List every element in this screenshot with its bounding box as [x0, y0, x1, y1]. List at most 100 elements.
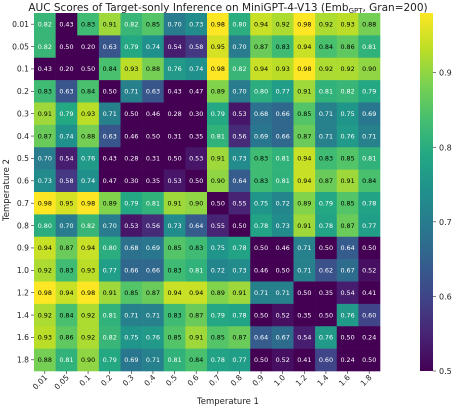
heatmap-cell	[163, 326, 186, 349]
x-axis-ticks: 0.01 0.05 0.1 0.2 0.3 0.4 0.5 0.6 0.7 0.8 0.9 1.0 1.…	[31, 371, 374, 391]
heatmap-cell	[77, 348, 100, 372]
heatmap-cell	[98, 35, 121, 59]
heatmap-cell	[98, 169, 121, 193]
heatmap-cell	[207, 281, 229, 305]
heatmap-cell	[120, 214, 143, 238]
heatmap-cell	[163, 281, 186, 305]
heatmap-cell-label: 0.46	[276, 244, 290, 252]
heatmap-cell	[98, 348, 121, 372]
heatmap-cell	[55, 35, 78, 59]
heatmap-cell-label: 0.91	[297, 222, 311, 230]
heatmap-cell-label: 0.90	[81, 356, 95, 364]
heatmap-cell-label: 0.87	[319, 177, 333, 185]
x-tick-label: 0.7	[207, 373, 222, 388]
heatmap-cell	[336, 281, 359, 305]
heatmap-cell	[77, 57, 100, 81]
heatmap-cell-label: 0.50	[254, 311, 268, 319]
heatmap-cell-label: 0.92	[319, 65, 333, 73]
heatmap-cell	[315, 326, 338, 349]
heatmap-cell-label: 0.53	[232, 110, 246, 118]
heatmap-cell	[228, 80, 251, 103]
heatmap-cell-label: 0.83	[189, 244, 203, 252]
heatmap-cell-label: 0.81	[189, 267, 203, 275]
y-tick-label: 1.4	[17, 311, 29, 320]
heatmap-cell-label: 0.87	[59, 244, 73, 252]
colorbar-tick-label: 0.9	[439, 69, 452, 78]
x-tick-label: 0.4	[142, 373, 157, 388]
heatmap-cell	[336, 57, 359, 81]
heatmap-cell-label: 0.82	[103, 334, 117, 342]
heatmap-cell	[185, 102, 208, 126]
heatmap-cell-label: 0.94	[254, 20, 268, 28]
heatmap-cell	[336, 303, 359, 327]
heatmap-cell-label: 0.88	[81, 132, 95, 140]
heatmap-cell	[228, 348, 251, 372]
heatmap-cell	[336, 124, 359, 148]
heatmap-cell	[358, 35, 381, 59]
heatmap-cell-label: 0.87	[254, 43, 268, 51]
heatmap-cell	[315, 13, 338, 36]
heatmap-cell-label: 0.52	[276, 311, 290, 319]
heatmap-cell-label: 0.82	[38, 20, 52, 28]
heatmap-cell	[77, 80, 100, 103]
heatmap-cell	[77, 236, 100, 260]
heatmap-cell-label: 0.98	[38, 289, 52, 297]
heatmap-cell-label: 0.84	[59, 311, 73, 319]
heatmap-cell	[77, 214, 100, 238]
heatmap-cell-label: 0.31	[167, 132, 181, 140]
heatmap-cell-label: 0.77	[276, 88, 290, 96]
heatmap-cell-label: 0.81	[362, 155, 376, 163]
heatmap-cell	[250, 214, 273, 238]
heatmap-cell-label: 0.85	[167, 244, 181, 252]
heatmap-cell-label: 0.94	[254, 65, 268, 73]
heatmap-cell	[271, 259, 294, 282]
heatmap-cell	[120, 236, 143, 260]
heatmap-cell	[142, 80, 165, 103]
heatmap-cell	[358, 326, 381, 349]
heatmap-cell-label: 0.79	[124, 199, 138, 207]
heatmap-cell	[358, 303, 381, 327]
heatmap-cell	[142, 192, 165, 215]
heatmap-cell	[142, 102, 165, 126]
heatmap-cell-label: 0.73	[189, 20, 203, 28]
heatmap-cell-label: 0.83	[276, 43, 290, 51]
heatmap-cell	[293, 13, 316, 36]
heatmap-cell	[120, 348, 143, 372]
heatmap-cell	[336, 348, 359, 372]
heatmap-cell-label: 0.84	[103, 65, 117, 73]
heatmap-cell-label: 0.58	[189, 43, 203, 51]
heatmap-cell	[185, 124, 208, 148]
heatmap-cell-label: 0.98	[211, 65, 225, 73]
heatmap-cell-label: 0.82	[232, 65, 246, 73]
heatmap-cell-label: 0.91	[103, 289, 117, 297]
heatmap-cell	[293, 236, 316, 260]
colorbar-tick-label: 0.6	[439, 292, 452, 301]
heatmap-cell	[315, 303, 338, 327]
heatmap-cell	[336, 326, 359, 349]
heatmap-cell	[207, 348, 229, 372]
heatmap-cell	[98, 102, 121, 126]
heatmap-cell-label: 0.80	[254, 88, 268, 96]
heatmap-cell-label: 0.75	[340, 110, 354, 118]
heatmap-cell-label: 0.52	[276, 356, 290, 364]
heatmap-cell	[34, 192, 56, 215]
heatmap-cell	[55, 13, 78, 36]
heatmap-cell	[315, 214, 338, 238]
heatmap-cell	[185, 13, 208, 36]
heatmap-cell-label: 0.98	[81, 289, 95, 297]
x-tick-label: 0.8	[229, 373, 244, 388]
heatmap-cell	[207, 169, 229, 193]
heatmap-cell-label: 0.75	[124, 334, 138, 342]
heatmap-cell	[185, 348, 208, 372]
heatmap-cell-label: 0.77	[362, 222, 376, 230]
heatmap-cell	[336, 236, 359, 260]
heatmap-cell	[185, 169, 208, 193]
heatmap-cell	[207, 303, 229, 327]
heatmap-cell	[293, 348, 316, 372]
heatmap-cell-label: 0.94	[297, 155, 311, 163]
heatmap-cell-label: 0.83	[81, 20, 95, 28]
heatmap-cell	[228, 35, 251, 59]
heatmap-cell-label: 0.71	[146, 311, 160, 319]
heatmap-cell	[98, 236, 121, 260]
y-tick-label: 1.2	[17, 288, 29, 297]
